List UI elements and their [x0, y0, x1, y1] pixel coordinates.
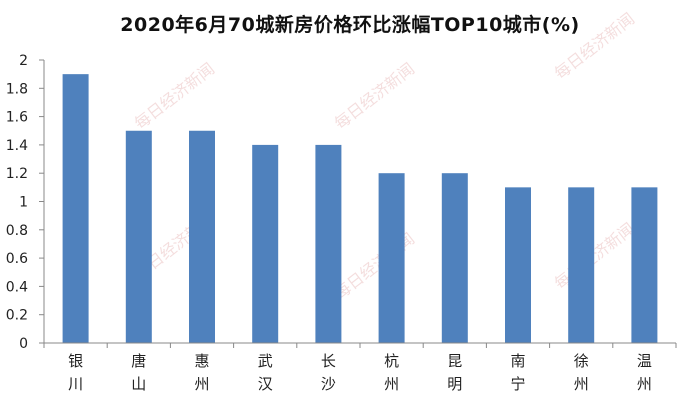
x-category-label: 杭州: [384, 352, 399, 393]
y-tick-label: 1.6: [6, 110, 28, 126]
bar: [441, 173, 468, 343]
watermark-text: 每日经济新闻: [131, 59, 218, 133]
bar: [125, 130, 152, 343]
x-category-label: 惠州: [194, 352, 209, 393]
bar-group: [62, 74, 658, 344]
y-tick-label: 1: [19, 195, 28, 211]
y-tick-label: 1.4: [6, 138, 28, 154]
bar: [378, 173, 405, 343]
bar: [631, 187, 658, 343]
watermark-text: 每日经济新闻: [551, 9, 638, 83]
x-category-label: 温州: [637, 352, 652, 393]
bar: [62, 74, 89, 344]
chart-title: 2020年6月70城新房价格环比涨幅TOP10城市(%): [120, 14, 580, 36]
y-tick-label: 2: [19, 53, 28, 69]
x-category-label: 昆明: [447, 352, 462, 393]
bar: [252, 144, 279, 343]
watermark-text: 每日经济新闻: [551, 219, 638, 293]
y-tick-label: 1.8: [6, 81, 28, 97]
bar: [568, 187, 595, 343]
watermark-text: 每日经济新闻: [331, 59, 418, 133]
y-tick-label: 0.4: [6, 279, 28, 295]
x-category-labels: 银川 唐山 惠州 武汉 长沙 杭州 昆明 南宁 徐州 温州: [68, 352, 652, 393]
x-category-label: 武汉: [258, 352, 273, 393]
y-tick-label: 1.2: [6, 166, 28, 182]
y-tick-label: 0.2: [6, 308, 28, 324]
x-category-label: 唐山: [131, 352, 146, 393]
x-category-label: 银川: [68, 352, 83, 393]
y-tick-label: 0.6: [6, 251, 28, 267]
y-tick-label: 0.8: [6, 223, 28, 239]
bar: [189, 130, 215, 343]
axes-group: [39, 59, 677, 348]
x-category-label: 南宁: [510, 352, 525, 393]
y-tick-labels: 0 0.2 0.4 0.6 0.8 1 1.2 1.4 1.6 1.8 2: [6, 53, 28, 352]
bar: [505, 187, 531, 343]
watermark-text: 每日经济新闻: [331, 229, 418, 303]
x-category-label: 徐州: [574, 352, 589, 393]
x-category-label: 长沙: [321, 352, 336, 393]
bar: [315, 144, 342, 343]
y-tick-label: 0: [19, 336, 28, 352]
